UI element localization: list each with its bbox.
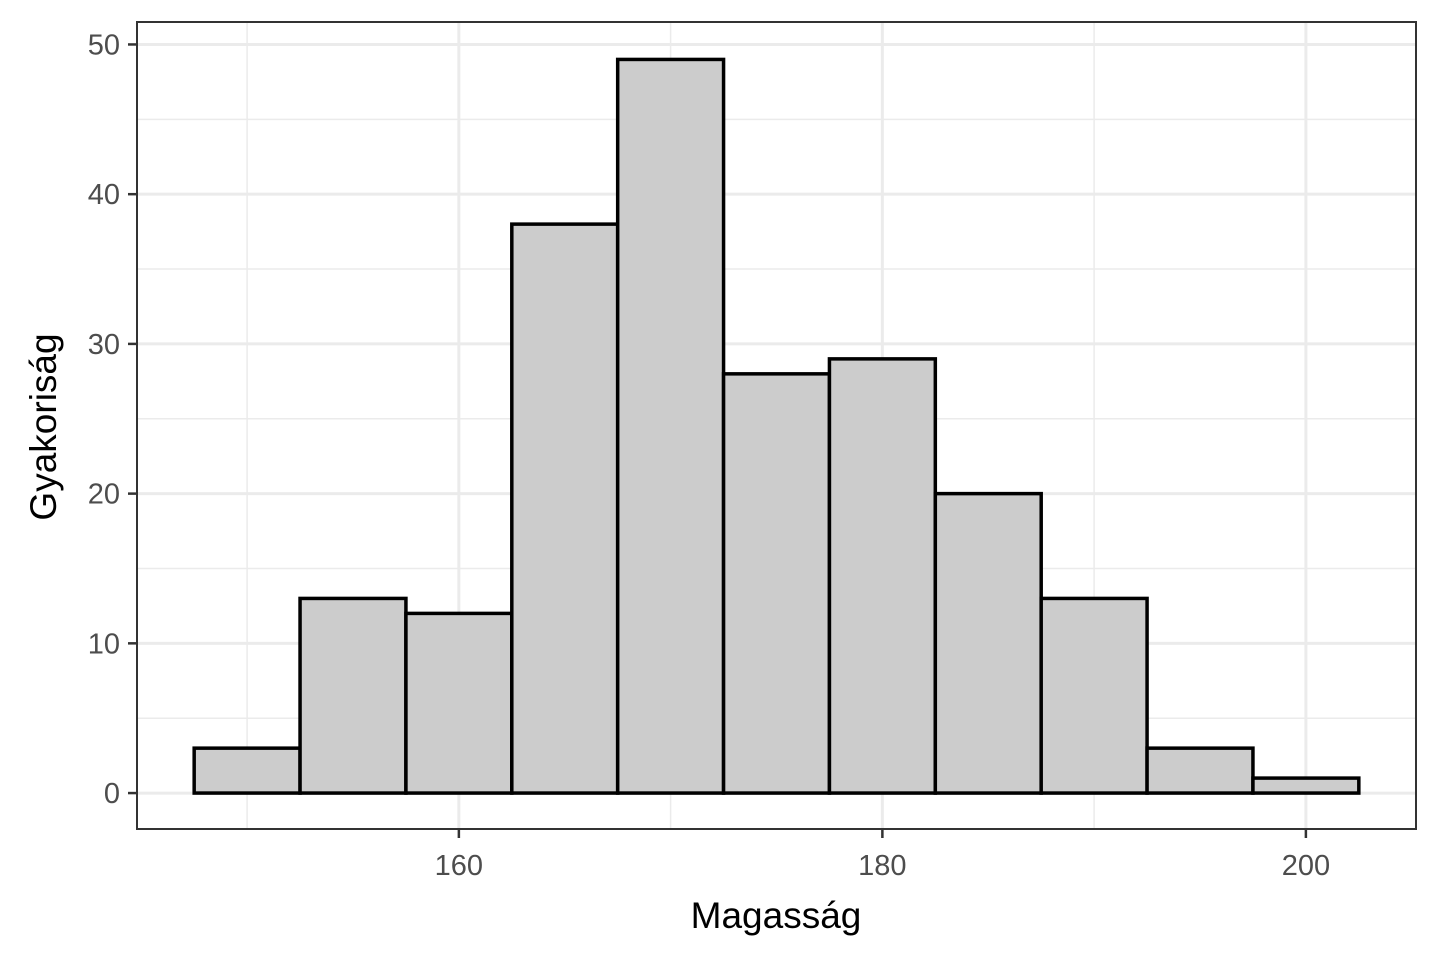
x-tick-label: 200 [1282,850,1330,882]
panel-border [136,21,1417,830]
histogram-bar [827,357,938,795]
histogram-bar [615,57,726,795]
histogram-bar [404,611,514,795]
x-axis-ticks: 160 180 200 [435,829,1330,882]
y-tick-label: 40 [88,179,120,211]
histogram-bar [1251,776,1361,795]
y-axis-title: Gyakoriság [23,333,64,520]
y-tick-label: 50 [88,29,120,61]
histogram-bar [192,746,302,795]
histogram-bar [1039,596,1149,795]
histogram-bar [721,372,832,795]
histogram-bar [298,596,408,795]
y-tick-label: 20 [88,479,120,511]
bars [192,57,1361,795]
x-tick-label: 180 [858,850,906,882]
histogram-bar [1145,746,1255,795]
y-tick-label: 10 [88,628,120,660]
x-axis-title: Magasság [691,895,862,936]
y-tick-label: 0 [104,778,120,810]
x-tick-label: 160 [435,850,483,882]
y-tick-label: 30 [88,329,120,361]
histogram-bar [933,491,1043,795]
histogram-bar [510,222,620,795]
y-axis-ticks: 0 10 20 30 40 50 [88,29,137,810]
